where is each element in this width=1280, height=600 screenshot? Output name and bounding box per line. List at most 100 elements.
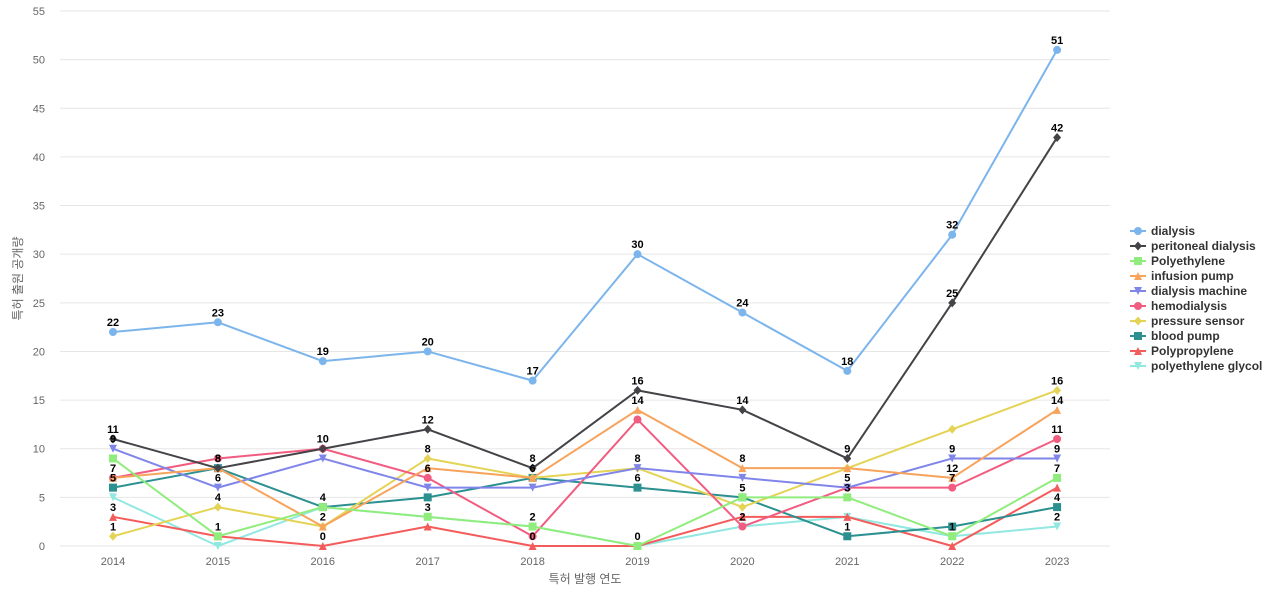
data-label: 2 bbox=[1054, 512, 1060, 524]
legend-marker bbox=[1134, 257, 1142, 265]
y-axis-title: 특허 출원 공개량 bbox=[11, 237, 25, 321]
legend-marker bbox=[1134, 287, 1142, 295]
data-point bbox=[738, 473, 747, 482]
data-point bbox=[633, 483, 642, 492]
series-line-peritoneal-dialysis bbox=[112, 136, 1058, 470]
data-point bbox=[213, 463, 222, 473]
data-label: 0 bbox=[320, 531, 326, 543]
legend-marker bbox=[1134, 347, 1142, 355]
data-point bbox=[738, 308, 747, 317]
data-label: 30 bbox=[631, 239, 643, 251]
data-point bbox=[213, 532, 222, 541]
legend-label: dialysis machine bbox=[1151, 284, 1247, 298]
data-label: 2 bbox=[320, 512, 326, 524]
data-point bbox=[948, 230, 957, 239]
legend-item-pressure-sensor: pressure sensor bbox=[1130, 314, 1245, 328]
data-label: 5 bbox=[739, 482, 745, 494]
legend-item-polyethylene: Polyethylene bbox=[1130, 254, 1225, 268]
y-tick-label: 15 bbox=[33, 395, 45, 407]
x-tick-label: 2016 bbox=[311, 556, 335, 568]
series-dialysis-machine bbox=[109, 444, 1062, 492]
series-pressure-sensor bbox=[109, 385, 1062, 541]
data-label: 14 bbox=[736, 395, 749, 407]
data-point bbox=[423, 522, 432, 531]
data-label: 9 bbox=[949, 443, 955, 455]
data-point bbox=[109, 454, 117, 463]
data-label: 2 bbox=[739, 512, 745, 524]
data-label: 1 bbox=[110, 521, 116, 533]
data-point bbox=[423, 424, 432, 434]
data-point bbox=[1053, 405, 1062, 414]
data-point bbox=[423, 512, 432, 521]
data-point bbox=[1053, 385, 1062, 395]
data-label: 42 bbox=[1051, 122, 1063, 134]
data-point bbox=[1053, 454, 1062, 463]
data-point bbox=[109, 531, 117, 541]
legend-marker bbox=[1134, 316, 1142, 326]
data-label: 9 bbox=[110, 434, 116, 446]
y-tick-label: 20 bbox=[33, 346, 45, 358]
x-tick-label: 2017 bbox=[415, 556, 439, 568]
data-label: 9 bbox=[844, 443, 850, 455]
data-point bbox=[948, 454, 957, 463]
data-label: 0 bbox=[530, 531, 536, 543]
gridlines bbox=[60, 10, 1110, 547]
series-line-polyethylene bbox=[112, 457, 1058, 547]
data-label: 8 bbox=[215, 453, 221, 465]
data-label: 51 bbox=[1051, 35, 1063, 47]
x-tick-label: 2018 bbox=[520, 556, 544, 568]
data-label: 18 bbox=[841, 356, 853, 368]
legend-item-dialysis-machine: dialysis machine bbox=[1130, 284, 1247, 298]
data-label: 3 bbox=[110, 502, 116, 514]
x-tick-label: 2021 bbox=[835, 556, 859, 568]
data-label: 6 bbox=[425, 463, 431, 475]
data-label: 4 bbox=[215, 492, 222, 504]
data-label: 23 bbox=[212, 307, 224, 319]
x-tick-label: 2014 bbox=[101, 556, 125, 568]
legend-marker bbox=[1134, 272, 1142, 280]
series-lines bbox=[109, 45, 1062, 550]
legend-item-dialysis: dialysis bbox=[1130, 224, 1195, 238]
x-tick-label: 2022 bbox=[940, 556, 964, 568]
data-point bbox=[109, 328, 117, 336]
y-tick-label: 25 bbox=[33, 298, 45, 310]
data-point bbox=[633, 405, 642, 414]
legend-label: Polyethylene bbox=[1151, 254, 1225, 268]
data-point bbox=[1053, 45, 1062, 54]
data-label: 3 bbox=[844, 482, 850, 494]
data-label: 8 bbox=[530, 453, 536, 465]
data-point bbox=[738, 502, 747, 512]
data-point bbox=[213, 454, 222, 463]
data-label: 6 bbox=[215, 473, 221, 485]
legend-label: hemodialysis bbox=[1151, 299, 1227, 313]
data-point bbox=[528, 463, 537, 473]
data-point bbox=[948, 542, 957, 550]
series-dialysis bbox=[109, 45, 1062, 385]
legend-marker bbox=[1134, 241, 1142, 251]
data-label: 32 bbox=[946, 220, 958, 232]
data-label: 16 bbox=[1051, 375, 1063, 387]
legend-marker bbox=[1134, 227, 1142, 235]
data-point bbox=[633, 415, 642, 424]
data-point bbox=[109, 473, 117, 482]
x-tick-label: 2019 bbox=[625, 556, 649, 568]
data-point bbox=[948, 424, 957, 434]
data-point bbox=[528, 376, 537, 385]
data-label: 11 bbox=[107, 424, 119, 436]
data-label: 8 bbox=[634, 453, 640, 465]
data-point bbox=[423, 493, 432, 502]
data-label: 14 bbox=[1051, 395, 1064, 407]
data-label: 1 bbox=[844, 521, 850, 533]
data-point bbox=[1053, 522, 1062, 531]
x-axis-title: 특허 발행 연도 bbox=[549, 571, 622, 586]
data-point bbox=[318, 444, 327, 454]
data-point bbox=[738, 493, 747, 502]
data-label: 10 bbox=[317, 434, 329, 446]
data-label: 11 bbox=[1051, 424, 1063, 436]
data-point bbox=[633, 464, 642, 473]
data-point bbox=[948, 473, 957, 482]
legend-item-hemodialysis: hemodialysis bbox=[1130, 299, 1227, 313]
data-point bbox=[1053, 503, 1062, 512]
data-point bbox=[109, 512, 117, 521]
series-infusion-pump bbox=[109, 405, 1062, 531]
